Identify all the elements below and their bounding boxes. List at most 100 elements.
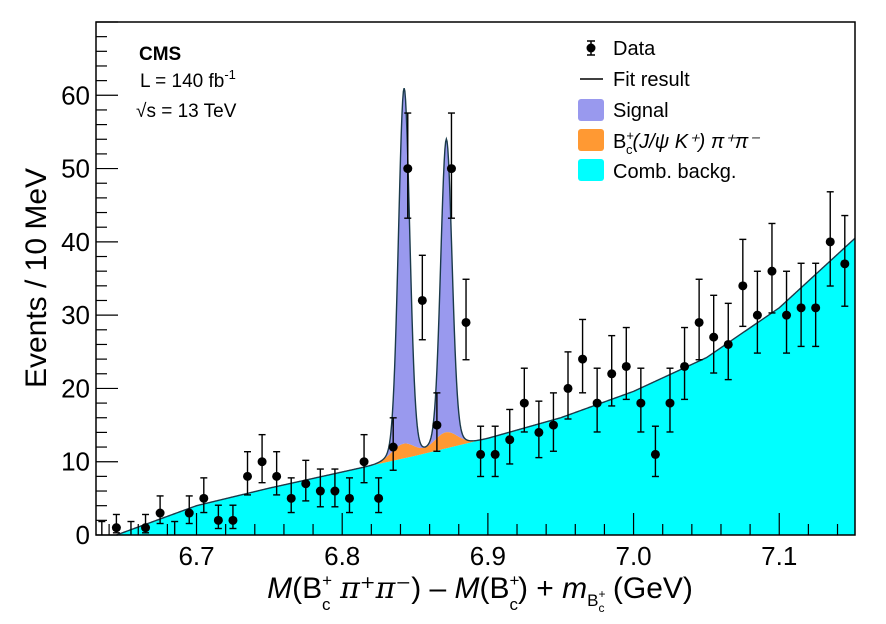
data-point xyxy=(228,504,238,530)
lumi-exponent: -1 xyxy=(224,67,236,82)
x-tick-label: 6.8 xyxy=(324,541,360,571)
data-point xyxy=(578,318,588,394)
legend-data-marker xyxy=(586,43,596,53)
data-marker xyxy=(636,398,646,408)
data-point xyxy=(359,433,369,484)
data-point xyxy=(344,477,354,514)
legend-peaking-sub: c xyxy=(626,142,633,157)
data-point xyxy=(723,302,733,381)
data-marker xyxy=(228,515,238,525)
fit-result-line xyxy=(116,88,856,536)
data-marker xyxy=(111,523,121,533)
data-marker xyxy=(257,457,267,467)
data-marker xyxy=(417,295,427,305)
legend-item-signal: Signal xyxy=(578,99,669,122)
data-point xyxy=(607,334,617,407)
data-marker xyxy=(243,471,253,481)
data-point xyxy=(403,112,413,219)
data-marker xyxy=(840,259,850,269)
data-marker xyxy=(752,310,762,320)
luminosity-label: L = 140 fb-1 xyxy=(140,67,236,92)
data-point xyxy=(171,520,179,535)
x-tick-label: 7.1 xyxy=(761,541,797,571)
xlabel-msubsub: c xyxy=(599,601,605,615)
legend-item-fit: Fit result xyxy=(580,69,690,91)
data-marker xyxy=(680,361,690,371)
data-marker xyxy=(534,427,544,437)
data-marker xyxy=(199,493,209,503)
data-point xyxy=(257,433,267,484)
sqrt-symbol: √ xyxy=(136,101,147,122)
data-marker xyxy=(811,303,821,313)
energy-label: √s = 13 TeV xyxy=(136,101,237,122)
data-point xyxy=(505,408,515,465)
data-marker xyxy=(286,493,296,503)
data-point xyxy=(650,425,660,478)
xlabel-close1: ) – xyxy=(411,572,454,605)
energy-text: s = 13 TeV xyxy=(146,101,236,122)
data-point xyxy=(519,367,529,433)
legend-peaking-B: B xyxy=(613,131,626,153)
xlabel-sup2: + xyxy=(510,571,520,590)
data-point xyxy=(738,238,748,328)
data-marker xyxy=(796,303,806,313)
xlabel-M2: M xyxy=(455,572,480,605)
legend-peaking-rest: (J/ψ K⁺) π⁺π⁻ xyxy=(632,131,760,153)
legend-label-comb: Comb. backg. xyxy=(613,161,736,183)
experiment-label: CMS xyxy=(139,44,181,65)
axes-layer: 0 10 20 30 40 50 60 6.7 6.8 6.9 7.0 7.1 xyxy=(61,21,856,571)
xlabel-open2: (B xyxy=(480,572,510,605)
data-marker xyxy=(301,479,311,489)
data-marker xyxy=(141,523,151,533)
data-point xyxy=(127,520,135,535)
y-tick-label: 60 xyxy=(61,80,90,110)
data-marker xyxy=(723,339,733,349)
data-marker xyxy=(330,486,340,496)
data-marker xyxy=(709,332,719,342)
legend-item-comb: Comb. backg. xyxy=(578,159,736,183)
data-point xyxy=(111,513,121,534)
legend-signal-swatch xyxy=(578,99,604,121)
data-marker xyxy=(272,471,282,481)
data-point xyxy=(432,392,442,452)
data-point xyxy=(286,477,296,514)
data-point xyxy=(680,326,690,401)
y-tick-label: 10 xyxy=(61,447,90,477)
data-point xyxy=(374,477,384,514)
data-point xyxy=(490,425,500,478)
legend-label-signal: Signal xyxy=(613,100,669,122)
data-point xyxy=(461,278,471,361)
legend-peaking-swatch xyxy=(578,129,604,151)
data-marker xyxy=(505,435,515,445)
data-marker xyxy=(548,420,558,430)
data-marker xyxy=(155,508,165,518)
xlabel-sub2: c xyxy=(509,595,518,614)
legend-label-peaking: B+ c(J/ψ K⁺) π⁺π⁻ xyxy=(613,128,760,157)
y-tick-label: 20 xyxy=(61,373,90,403)
data-point xyxy=(548,392,558,452)
legend-label-fit: Fit result xyxy=(613,69,690,91)
data-marker xyxy=(213,515,223,525)
legend-item-peaking: B+ c(J/ψ K⁺) π⁺π⁻ xyxy=(578,128,760,157)
data-marker xyxy=(446,164,456,174)
legend-peaking-sup: + xyxy=(626,128,634,143)
y-axis-title: Events / 10 MeV xyxy=(20,168,53,388)
x-tick-label: 6.9 xyxy=(470,541,506,571)
legend-comb-swatch xyxy=(578,159,604,181)
lumi-text: L = 140 fb xyxy=(140,71,224,92)
data-marker xyxy=(359,457,369,467)
data-marker xyxy=(621,361,631,371)
data-marker xyxy=(388,442,398,452)
data-point xyxy=(840,214,850,307)
xlabel-unit: (GeV) xyxy=(605,572,693,605)
data-point xyxy=(811,262,821,348)
data-point xyxy=(315,468,325,508)
data-marker xyxy=(694,317,704,327)
data-point xyxy=(767,222,777,314)
x-tick-label: 7.0 xyxy=(615,541,651,571)
fit-line-layer xyxy=(116,88,856,536)
data-marker xyxy=(344,493,354,503)
xlabel-close2: ) + xyxy=(518,572,562,605)
data-point xyxy=(621,326,631,401)
